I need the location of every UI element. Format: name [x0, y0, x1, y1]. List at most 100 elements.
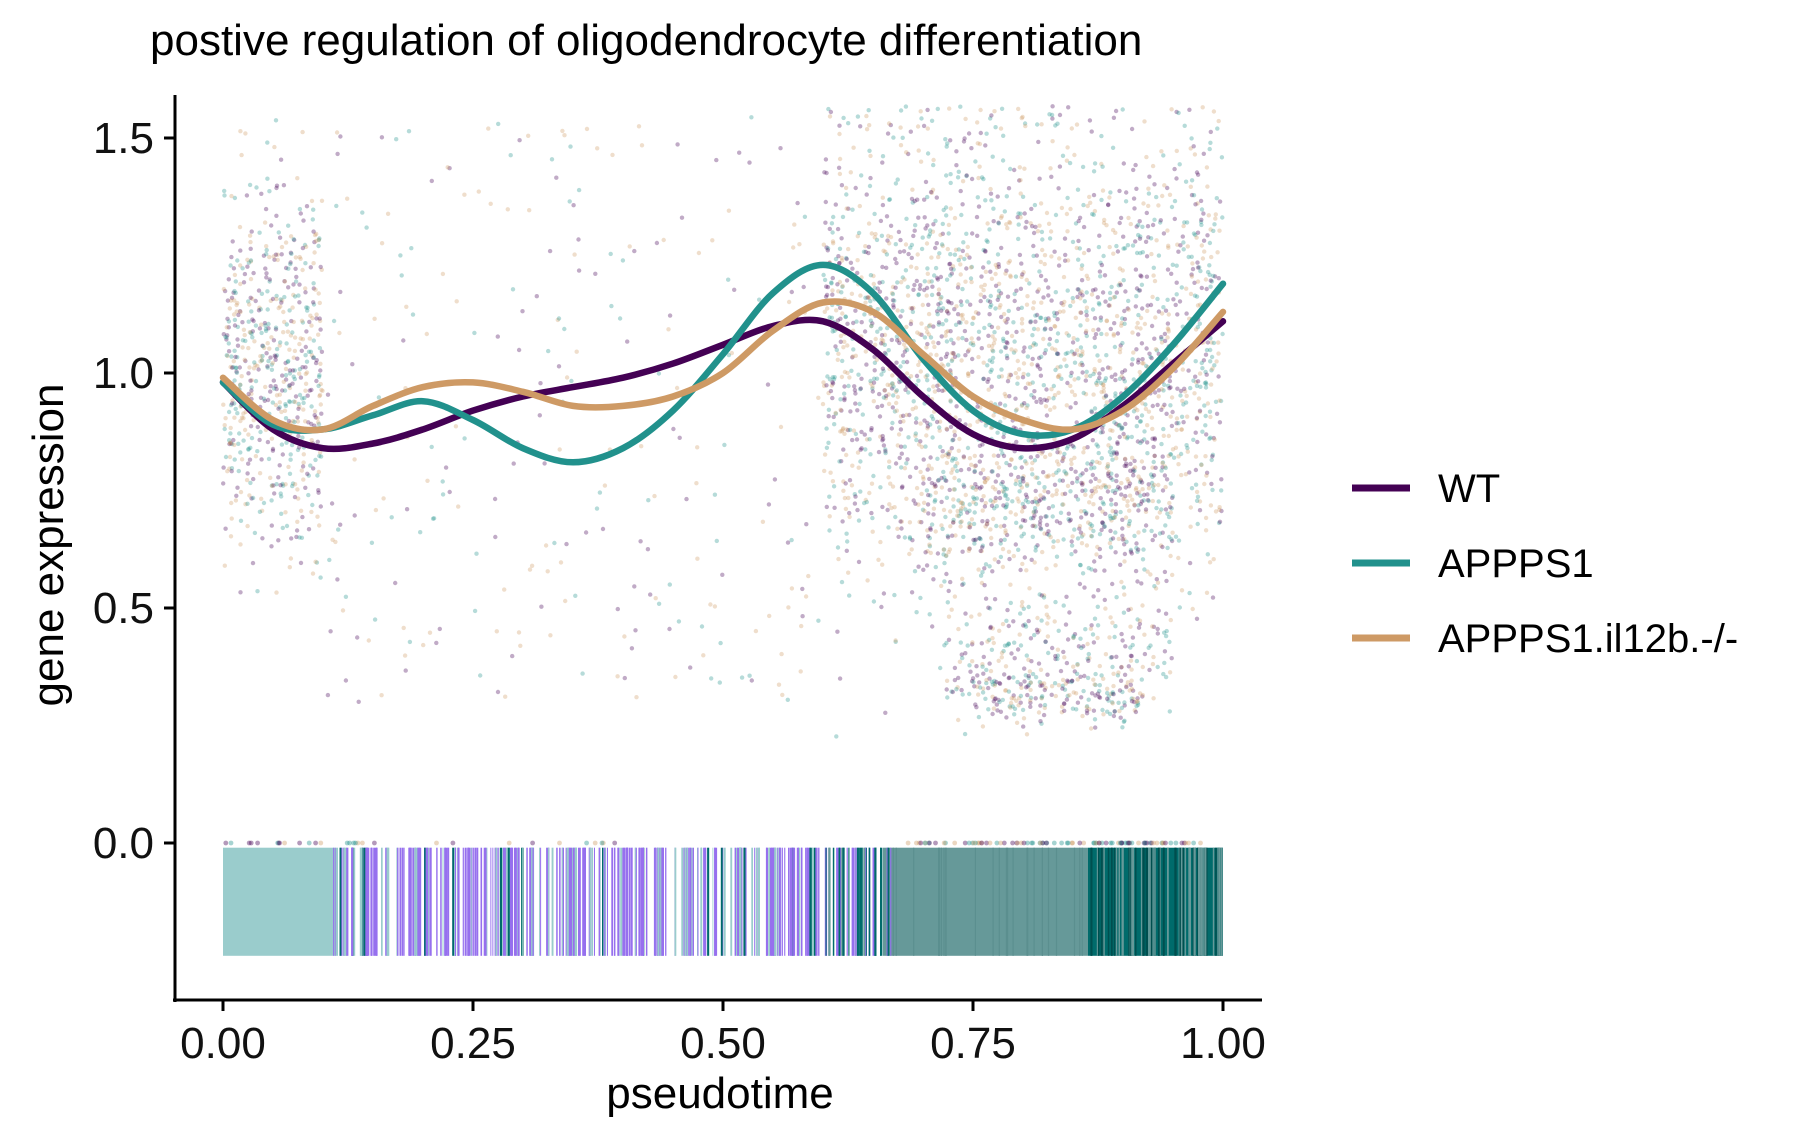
scatter-point	[825, 248, 830, 253]
scatter-point	[282, 294, 287, 300]
scatter-point	[1122, 551, 1128, 557]
scatter-point	[1076, 376, 1081, 381]
rug-bar	[1167, 847, 1169, 956]
scatter-point	[1199, 285, 1205, 291]
scatter-point	[232, 298, 237, 303]
scatter-point	[1185, 449, 1191, 454]
scatter-point	[1169, 395, 1175, 400]
scatter-point	[919, 116, 924, 121]
scatter-point	[1004, 715, 1009, 720]
scatter-point	[1151, 696, 1156, 701]
scatter-point	[231, 312, 237, 317]
scatter-point	[1167, 709, 1173, 714]
scatter-point	[251, 366, 257, 371]
scatter-point	[862, 500, 867, 506]
scatter-point	[1071, 336, 1076, 341]
scatter-point	[939, 242, 945, 247]
rug-bar	[454, 847, 456, 956]
scatter-point	[916, 148, 921, 153]
scatter-point	[1031, 253, 1036, 259]
scatter-point	[1038, 667, 1044, 672]
scatter-point	[1150, 661, 1156, 667]
scatter-point	[1107, 195, 1112, 200]
scatter-point	[313, 457, 318, 463]
scatter-point	[238, 248, 243, 253]
scatter-point	[1122, 718, 1127, 723]
rug-bar	[1012, 847, 1014, 956]
scatter-point	[858, 386, 863, 391]
rug-bar	[1143, 847, 1145, 956]
scatter-point	[1177, 162, 1182, 167]
scatter-point	[963, 651, 968, 656]
scatter-point	[1084, 328, 1089, 334]
scatter-point	[303, 353, 308, 358]
scatter-point	[825, 351, 830, 356]
scatter-point	[889, 505, 894, 511]
scatter-point	[871, 273, 876, 279]
scatter-point	[893, 638, 898, 643]
scatter-point	[299, 318, 305, 323]
scatter-point	[276, 305, 281, 311]
scatter-point	[836, 289, 841, 294]
scatter-point	[1135, 702, 1141, 707]
scatter-point	[870, 386, 875, 391]
scatter-point	[968, 522, 973, 528]
scatter-point	[510, 287, 516, 292]
scatter-point	[1055, 121, 1060, 126]
scatter-point	[986, 605, 991, 610]
scatter-point	[933, 497, 938, 503]
scatter-point	[1041, 383, 1047, 388]
scatter-point	[1195, 379, 1201, 384]
scatter-point	[399, 273, 404, 278]
rug-bar	[692, 847, 694, 956]
scatter-point	[1115, 249, 1121, 254]
scatter-point	[268, 355, 273, 360]
scatter-point	[1082, 299, 1088, 304]
scatter-point	[884, 296, 889, 301]
scatter-point	[873, 342, 878, 347]
scatter-point	[234, 493, 239, 498]
scatter-point	[991, 206, 996, 211]
scatter-point	[248, 259, 254, 264]
scatter-point	[292, 335, 298, 340]
scatter-point	[1120, 107, 1125, 112]
scatter-point	[977, 680, 982, 685]
scatter-point	[298, 211, 303, 216]
scatter-point	[1182, 123, 1187, 128]
scatter-point	[263, 266, 268, 271]
scatter-point	[1051, 539, 1056, 544]
scatter-point	[955, 285, 961, 290]
scatter-point	[1108, 326, 1114, 332]
scatter-point	[935, 383, 940, 388]
scatter-point	[1028, 680, 1033, 685]
scatter-point	[944, 427, 950, 432]
scatter-point	[1139, 439, 1145, 444]
scatter-point	[1165, 545, 1170, 551]
scatter-point	[1172, 166, 1177, 172]
scatter-point	[1032, 560, 1037, 565]
scatter-point	[229, 401, 235, 406]
scatter-point	[667, 626, 672, 632]
rug-bar	[688, 847, 690, 956]
scatter-point	[1197, 508, 1203, 513]
scatter-point	[1136, 508, 1141, 513]
scatter-point	[239, 374, 244, 379]
rug-bar	[1135, 847, 1137, 956]
scatter-point	[1113, 372, 1118, 377]
scatter-point	[319, 411, 324, 416]
scatter-point	[927, 612, 932, 617]
scatter-point	[983, 248, 988, 253]
scatter-point	[1117, 422, 1122, 428]
scatter-point	[1102, 597, 1108, 603]
scatter-point	[922, 840, 928, 846]
scatter-point	[941, 840, 947, 846]
scatter-point	[1016, 547, 1021, 552]
scatter-point	[998, 303, 1003, 308]
scatter-point	[1090, 438, 1096, 443]
scatter-point	[1037, 628, 1042, 633]
scatter-point	[1103, 485, 1109, 490]
rug-bar	[778, 847, 780, 956]
scatter-point	[883, 396, 889, 401]
scatter-point	[1011, 350, 1017, 355]
scatter-point	[1105, 489, 1111, 494]
